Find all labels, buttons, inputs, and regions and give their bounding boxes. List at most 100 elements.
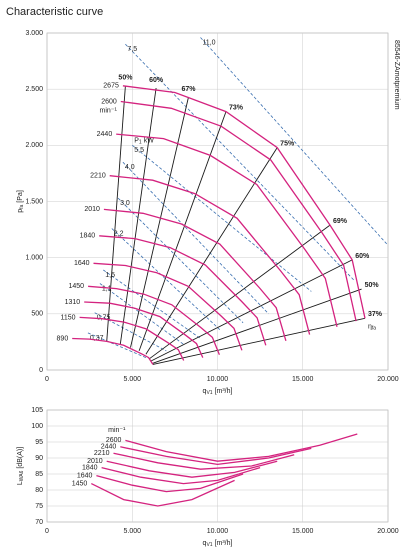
y-tick-label: 1.000 — [25, 255, 43, 262]
speed-label: 890 — [57, 335, 69, 342]
x-tick-label: 0 — [45, 528, 49, 535]
x-tick-label: 15.000 — [292, 376, 314, 383]
x-tick-label: 20.000 — [377, 528, 399, 535]
speed-curve — [79, 316, 185, 361]
power-unit-sub: 1 — [139, 140, 142, 146]
y-tick-label: 75 — [35, 503, 43, 510]
power-line — [87, 332, 147, 358]
power-label: 1,1 — [102, 285, 112, 292]
speed-curve — [96, 473, 244, 493]
speed-unit: min⁻¹ — [108, 427, 126, 434]
power-label: 7,5 — [127, 46, 137, 53]
speed-label: 2210 — [90, 173, 106, 180]
speed-curve — [103, 208, 287, 341]
efficiency-label: 75% — [280, 140, 295, 147]
x-tick-label: 5.000 — [123, 528, 141, 535]
speed-curve — [116, 133, 338, 327]
power-line — [200, 37, 389, 246]
speed-label: 1640 — [74, 260, 90, 267]
speed-curve — [72, 337, 154, 365]
speed-label: 1450 — [69, 283, 85, 290]
speed-curve — [122, 85, 366, 319]
power-unit-main: P — [134, 137, 139, 144]
efficiency-line — [152, 288, 362, 364]
speed-label: 2010 — [84, 206, 100, 213]
efficiency-label: 69% — [333, 218, 348, 225]
x-axis-label-rest: [m³/h] — [215, 540, 233, 547]
speed-curve — [120, 100, 357, 322]
efficiency-line — [106, 85, 126, 342]
x-tick-label: 10.000 — [207, 528, 229, 535]
y-tick-label: 85 — [35, 471, 43, 478]
y-tick-label: 95 — [35, 439, 43, 446]
speed-label: 2600 — [101, 98, 117, 105]
x-axis-label: qV1 [m³/h] — [203, 388, 233, 396]
speed-curve — [113, 452, 295, 470]
power-line — [132, 144, 312, 292]
y-axis-label-rest: [dB(A)] — [17, 447, 24, 469]
speed-curve — [93, 262, 243, 351]
speed-curve — [84, 301, 204, 358]
y-tick-label: 2.500 — [25, 86, 43, 93]
efficiency-label: 50% — [365, 282, 380, 289]
x-tick-label: 20.000 — [377, 376, 399, 383]
efficiency-line — [130, 96, 189, 348]
speed-curve — [99, 235, 267, 346]
y-tick-label: 3.000 — [25, 30, 43, 37]
speed-label: 1310 — [65, 299, 81, 306]
x-axis-label-sub: V1 — [206, 390, 212, 396]
speed-label: 2440 — [101, 444, 117, 451]
y-axis-label-rest: [Pa] — [17, 190, 24, 203]
efficiency-line — [119, 87, 157, 345]
speed-unit: min⁻¹ — [100, 107, 118, 114]
y-tick-label: 500 — [31, 311, 43, 318]
y-axis-label-sub: fa — [19, 204, 25, 208]
speed-curve — [91, 479, 235, 507]
speed-label: 2675 — [103, 83, 119, 90]
power-label: 0,37 — [90, 335, 104, 342]
speed-label: 1450 — [72, 480, 88, 487]
power-label: 0,75 — [97, 315, 111, 322]
power-label: 3,0 — [120, 200, 130, 207]
y-tick-label: 100 — [31, 423, 43, 430]
speed-label: 2440 — [97, 131, 113, 138]
x-tick-label: 5.000 — [123, 376, 141, 383]
y-tick-label: 2.000 — [25, 142, 43, 149]
y-axis-label-sub: WA6 — [19, 470, 25, 481]
y-tick-label: 105 — [31, 407, 43, 414]
speed-curve — [120, 446, 312, 466]
y-tick-label: 1.500 — [25, 198, 43, 205]
power-label: 4,0 — [125, 164, 135, 171]
efficiency-line — [149, 224, 331, 360]
power-label: 5,5 — [134, 147, 144, 154]
y-tick-label: 70 — [35, 519, 43, 526]
efficiency-label: 50% — [118, 75, 133, 82]
speed-label: 2210 — [94, 450, 110, 457]
speed-curve — [109, 175, 311, 335]
efficiency-label: 60% — [149, 77, 164, 84]
speed-label: 2010 — [87, 458, 103, 465]
y-tick-label: 90 — [35, 455, 43, 462]
speed-label: 1840 — [80, 233, 96, 240]
x-axis-label-main: q — [203, 540, 207, 547]
power-line — [117, 197, 244, 324]
x-axis-label-sub: V1 — [206, 542, 212, 548]
efficiency-label: 60% — [355, 253, 370, 260]
y-tick-label: 80 — [35, 487, 43, 494]
efficiency-line — [145, 147, 278, 355]
speed-label: 1150 — [61, 314, 76, 321]
power-line — [94, 312, 167, 352]
y-axis-label: LWA6[dB(A)] — [17, 447, 25, 485]
efficiency-line — [138, 111, 227, 352]
x-axis-label-main: q — [203, 388, 207, 395]
x-tick-label: 10.000 — [207, 376, 229, 383]
speed-curve — [125, 433, 358, 462]
x-axis-label: qV1 [m³/h] — [203, 540, 233, 548]
model-label: 85546-ZAmotpremium — [393, 40, 400, 110]
efficiency-label: 73% — [229, 104, 244, 111]
y-axis-label-main: p — [17, 209, 24, 213]
speed-curve — [101, 466, 261, 485]
power-label: 2,2 — [114, 230, 124, 237]
efficiency-symbol-sub: fa — [372, 326, 376, 332]
